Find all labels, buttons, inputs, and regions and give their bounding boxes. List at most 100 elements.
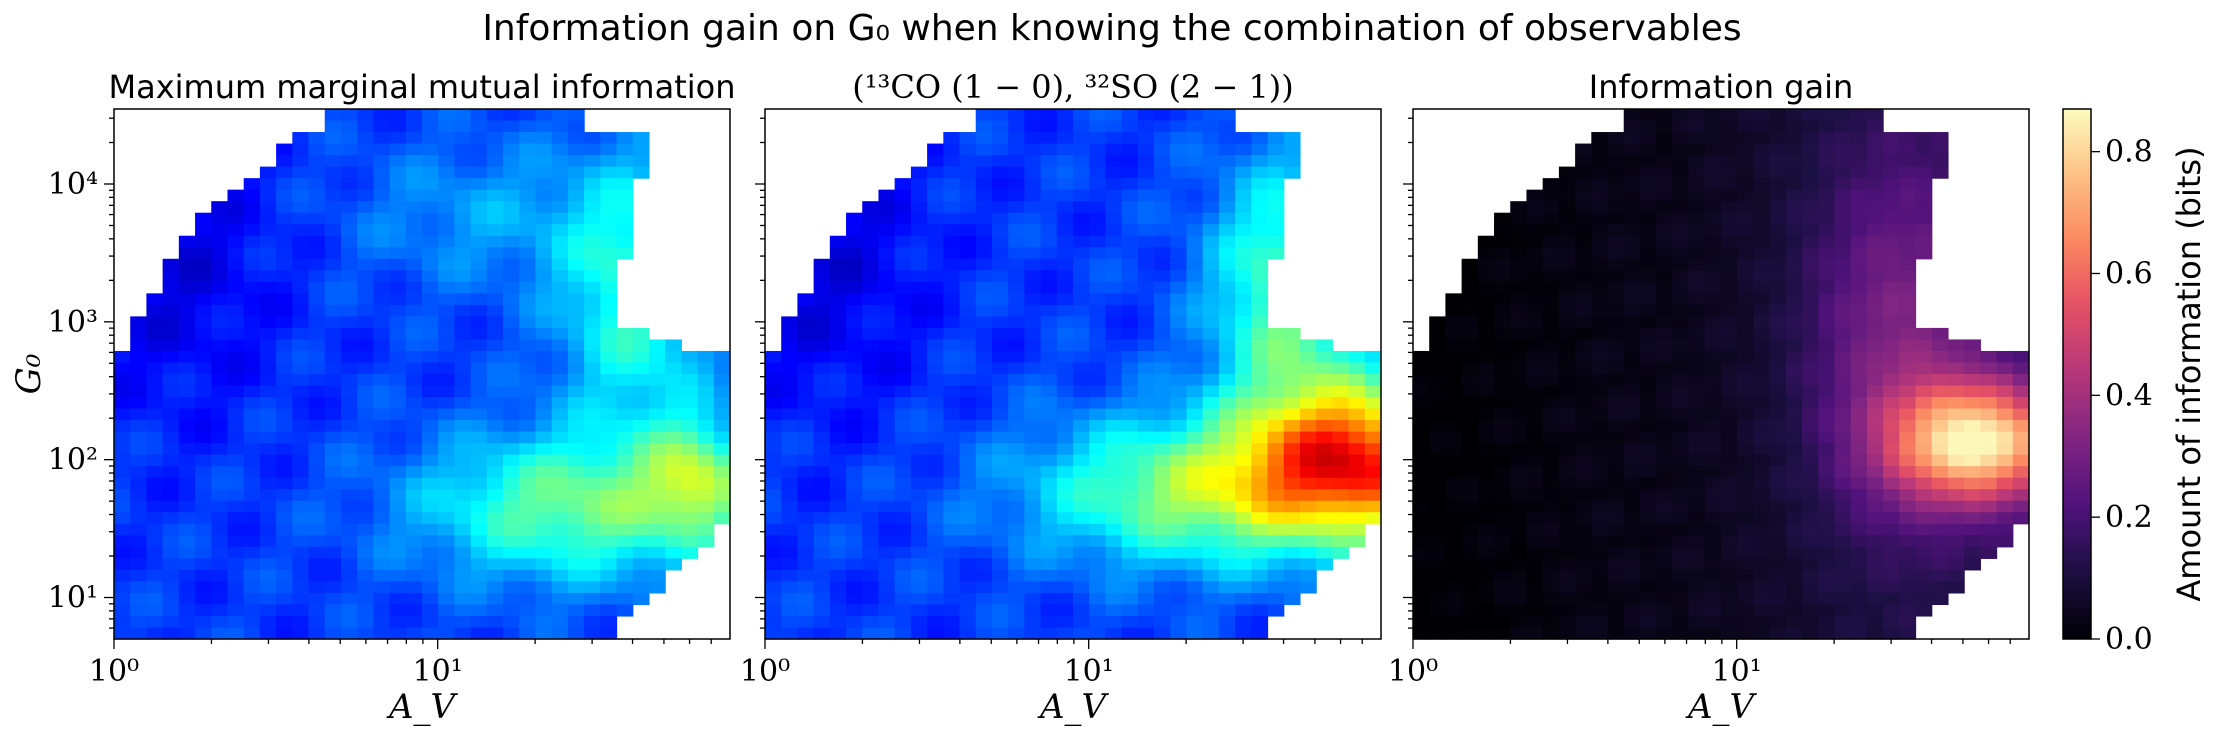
- heatmap-cell: [1850, 258, 1868, 271]
- heatmap-cell: [1607, 500, 1625, 513]
- heatmap-cell: [1915, 362, 1933, 375]
- heatmap-cell: [519, 374, 537, 387]
- heatmap-cell: [632, 592, 650, 606]
- heatmap-cell: [1721, 523, 1738, 536]
- heatmap-cell: [1056, 120, 1074, 133]
- heatmap-cell: [1202, 178, 1220, 191]
- heatmap-cell: [1802, 166, 1819, 179]
- heatmap-cell: [1558, 339, 1576, 352]
- heatmap-cell: [1218, 569, 1236, 582]
- heatmap-cell: [259, 178, 277, 191]
- heatmap-cell: [1170, 558, 1188, 571]
- heatmap-cell: [1656, 581, 1673, 594]
- heatmap-cell: [910, 293, 928, 306]
- heatmap-cell: [1672, 281, 1690, 294]
- heatmap-cell: [340, 512, 358, 525]
- heatmap-cell: [1202, 212, 1220, 225]
- heatmap-cell: [1623, 212, 1641, 225]
- heatmap-cell: [1105, 339, 1123, 352]
- heatmap-cell: [470, 270, 488, 283]
- panel-13co-32so: (¹³CO (1 − 0), ³²SO (2 − 1)) 10⁰ 10¹ A_V: [740, 68, 1382, 727]
- heatmap-cell: [1040, 304, 1058, 317]
- heatmap-cell: [1283, 454, 1301, 467]
- heatmap-cell: [1704, 304, 1722, 317]
- heatmap-cell: [1575, 270, 1592, 283]
- heatmap-cell: [846, 535, 863, 548]
- heatmap-cell: [1040, 155, 1058, 168]
- heatmap-cell: [114, 500, 131, 513]
- heatmap-cell: [1040, 327, 1058, 341]
- heatmap-cell: [1607, 546, 1625, 559]
- heatmap-cell: [975, 546, 993, 559]
- heatmap-cell: [308, 454, 326, 467]
- heatmap-cell: [1267, 477, 1285, 490]
- heatmap-cell: [373, 293, 391, 306]
- heatmap-cell: [130, 339, 148, 352]
- heatmap-cell: [781, 385, 799, 398]
- heatmap-cell: [1202, 235, 1220, 248]
- heatmap-cell: [829, 397, 847, 410]
- heatmap-cell: [1105, 581, 1123, 594]
- heatmap-cell: [894, 281, 912, 294]
- heatmap-cell: [1591, 258, 1609, 271]
- plot-frame: [1412, 108, 2030, 640]
- heatmap-cell: [551, 362, 569, 375]
- heatmap-cell: [1623, 304, 1641, 317]
- heatmap-cell: [1526, 316, 1544, 329]
- heatmap-cell: [959, 258, 977, 271]
- y-tick-label: 10⁴: [48, 167, 98, 202]
- heatmap-cell: [1575, 443, 1592, 456]
- heatmap-cell: [1850, 270, 1868, 283]
- heatmap-cell: [114, 489, 131, 502]
- heatmap-cell: [1008, 500, 1025, 513]
- heatmap-cell: [405, 489, 423, 502]
- heatmap-cell: [1299, 512, 1317, 525]
- heatmap-cell: [1121, 212, 1139, 225]
- heatmap-cell: [1688, 293, 1706, 306]
- heatmap-cell: [1558, 350, 1576, 364]
- heatmap-cell: [878, 235, 896, 248]
- heatmap-cell: [1834, 558, 1852, 571]
- heatmap-cell: [1154, 327, 1171, 341]
- heatmap-cell: [503, 281, 520, 294]
- heatmap-cell: [600, 374, 618, 387]
- heatmap-cell: [389, 569, 407, 582]
- heatmap-cell: [1251, 212, 1269, 225]
- heatmap-cell: [1251, 374, 1269, 387]
- heatmap-cell: [1218, 155, 1236, 168]
- heatmap-cell: [1429, 362, 1447, 375]
- panel-information-gain: Information gain 10⁰ 10¹ A_V: [1388, 68, 2030, 727]
- heatmap-cell: [1688, 270, 1706, 283]
- heatmap-cell: [146, 558, 164, 571]
- heatmap-cell: [1170, 201, 1188, 214]
- heatmap-cell: [1591, 489, 1609, 502]
- heatmap-cell: [1137, 397, 1155, 410]
- heatmap-cell: [1008, 592, 1025, 606]
- heatmap-cell: [648, 535, 666, 548]
- heatmap-cell: [862, 523, 880, 536]
- heatmap-cell: [1154, 535, 1171, 548]
- heatmap-cell: [975, 454, 993, 467]
- heatmap-cell: [1008, 281, 1025, 294]
- heatmap-cell: [1558, 443, 1576, 456]
- heatmap-cell: [1753, 189, 1771, 202]
- heatmap-cell: [1510, 293, 1528, 306]
- heatmap-cell: [1542, 281, 1560, 294]
- heatmap-cell: [1737, 178, 1755, 191]
- heatmap-cell: [422, 431, 439, 444]
- heatmap-cell: [551, 489, 569, 502]
- heatmap-cell: [927, 327, 944, 341]
- heatmap-cell: [178, 258, 196, 271]
- heatmap-cell: [1056, 339, 1074, 352]
- heatmap-cell: [324, 592, 342, 606]
- heatmap-cell: [357, 189, 374, 202]
- heatmap-cell: [1850, 385, 1868, 398]
- heatmap-cell: [1040, 212, 1058, 225]
- heatmap-cell: [894, 454, 912, 467]
- heatmap-cell: [1688, 500, 1706, 513]
- heatmap-cell: [1105, 627, 1123, 640]
- heatmap-cell: [567, 362, 585, 375]
- heatmap-cell: [1413, 500, 1430, 513]
- heatmap-cell: [1866, 466, 1884, 479]
- heatmap-cell: [1834, 155, 1852, 168]
